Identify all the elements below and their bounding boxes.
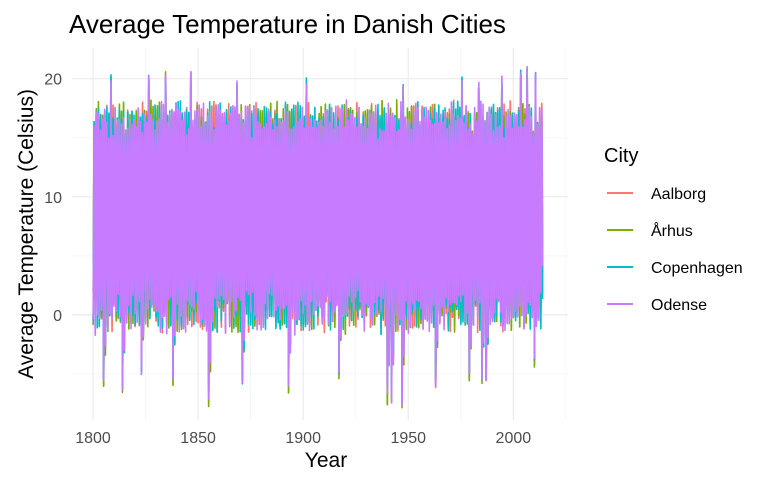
series-layer [92, 65, 544, 409]
legend-label: Odense [651, 297, 707, 314]
x-tick-label: 1800 [75, 430, 111, 447]
x-tick-label: 1850 [180, 430, 216, 447]
x-axis-title: Year [305, 449, 347, 472]
series-line-4 [92, 65, 544, 406]
chart-title: Average Temperature in Danish Cities [69, 9, 506, 39]
y-tick-label: 0 [53, 308, 62, 325]
legend: City Aalborg Århus Copenhagen Odense [604, 145, 743, 314]
legend-label: Århus [651, 221, 693, 240]
x-tick-label: 1950 [390, 430, 426, 447]
y-tick-label: 20 [44, 72, 62, 89]
x-tick-label: 1900 [285, 430, 321, 447]
legend-label: Aalborg [651, 186, 706, 203]
x-axis-ticks: 1800 1850 1900 1950 2000 [75, 430, 531, 447]
y-tick-label: 10 [44, 190, 62, 207]
y-axis-title: Average Temperature (Celsius) [15, 89, 38, 379]
legend-title: City [604, 145, 638, 167]
x-tick-label: 2000 [496, 430, 532, 447]
y-axis-ticks: 0 10 20 [44, 72, 62, 325]
legend-label: Copenhagen [651, 260, 743, 277]
